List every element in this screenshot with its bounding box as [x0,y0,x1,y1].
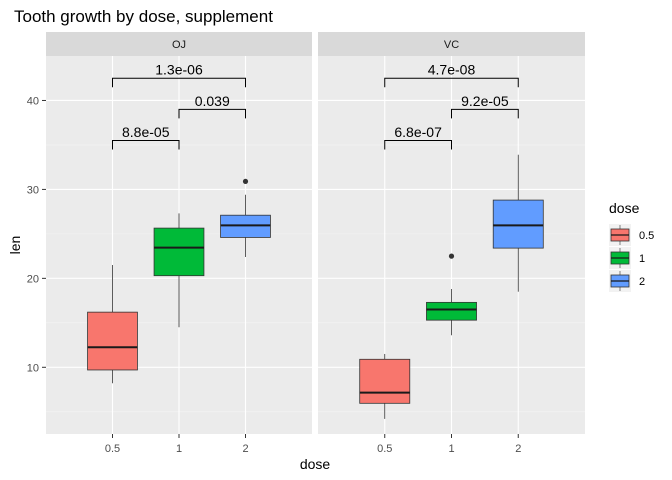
legend-title: dose [609,200,640,216]
comparison-bracket [451,108,519,119]
comparison-bracket [384,77,519,88]
y-axis: 10 20 30 40 [27,95,46,374]
x-axis: 0.5 1 2 0.5 1 2 [105,434,521,455]
comparison-brackets: 8.8e-05 0.039 1.3e-06 [112,62,246,150]
x-tick-label: 0.5 [105,443,120,455]
y-axis-title: len [7,236,23,255]
comparison-bracket [112,77,246,88]
p-value-label: 4.7e-08 [428,62,476,78]
p-value-label: 9.2e-05 [461,93,509,109]
x-tick-label: 0.5 [377,443,392,455]
x-tick-label: 1 [176,443,182,455]
strip-background [46,32,312,56]
y-tick-label: 30 [27,184,39,196]
comparison-bracket [112,139,180,150]
comparison-bracket [178,108,246,119]
outlier-point [448,253,455,259]
y-tick-label: 40 [27,95,39,107]
box-dose-1 [426,301,477,321]
p-value-label: 0.039 [195,93,230,109]
comparison-brackets: 6.8e-07 9.2e-05 4.7e-08 [384,62,519,150]
strip-background [318,32,585,56]
box-dose-0.5 [87,311,138,371]
outlier-point [242,178,249,185]
legend-label: 1 [639,253,645,265]
p-value-label: 6.8e-07 [394,124,442,140]
p-value-label: 1.3e-06 [155,62,203,78]
box-dose-2 [492,199,544,249]
x-axis-title: dose [300,456,331,472]
legend-label: 0.5 [639,230,654,242]
box-dose-1 [153,227,205,277]
legend: dose 0.5 1 2 [609,200,654,292]
legend-label: 2 [639,276,645,288]
strip-label: OJ [172,39,186,51]
comparison-bracket [384,139,452,150]
boxplots [359,154,544,419]
panel-vc: VC 6.8e-07 9.2e-05 4.7e-08 [318,32,585,434]
chart-title: Tooth growth by dose, supplement [14,7,273,26]
box-dose-0.5 [359,358,411,404]
y-tick-label: 10 [27,362,39,374]
p-value-label: 8.8e-05 [122,124,170,140]
x-tick-label: 2 [242,443,248,455]
x-tick-label: 1 [448,443,454,455]
boxplots [87,178,271,384]
x-tick-label: 2 [515,443,521,455]
panel-oj: OJ 8.8e-05 0.039 1.3e-06 [46,32,312,434]
strip-label: VC [444,39,459,51]
legend-keys: 0.5 1 2 [609,224,654,292]
y-tick-label: 20 [27,273,39,285]
